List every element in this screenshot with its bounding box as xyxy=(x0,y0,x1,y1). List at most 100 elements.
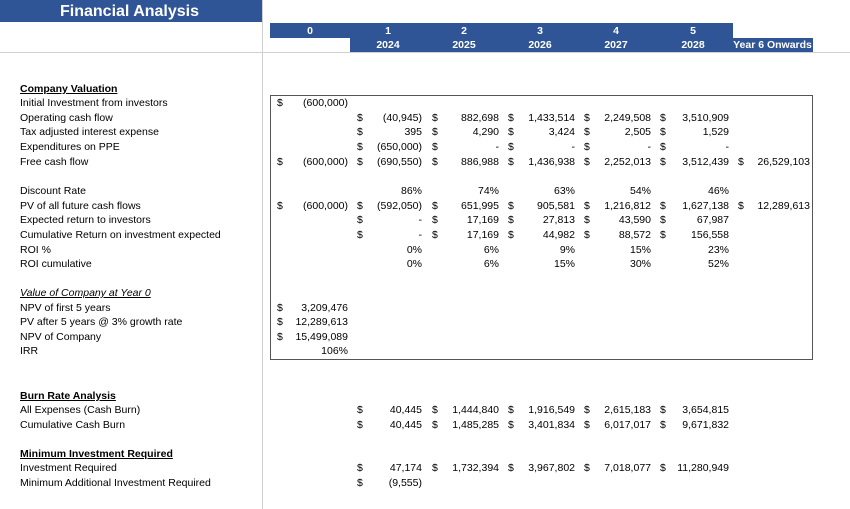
cell-value: 2,615,183 xyxy=(604,404,651,416)
cell-value: 1,216,812 xyxy=(604,200,651,212)
currency: $ xyxy=(660,214,666,226)
currency: $ xyxy=(357,126,363,138)
row-label: Cumulative Cash Burn xyxy=(20,419,126,431)
cell-value: (600,000) xyxy=(303,97,348,109)
period-label: 4 xyxy=(613,25,619,37)
year-band xyxy=(350,38,813,52)
currency: $ xyxy=(508,462,514,474)
currency: $ xyxy=(508,126,514,138)
cell-value: 15% xyxy=(629,244,651,256)
currency: $ xyxy=(357,141,363,153)
currency: $ xyxy=(660,229,666,241)
cell-value: 1,436,938 xyxy=(528,156,575,168)
currency: $ xyxy=(357,404,363,416)
cell-value: 0% xyxy=(406,244,422,256)
currency: $ xyxy=(584,156,590,168)
cell-value: - xyxy=(418,229,423,241)
cell-value: 1,529 xyxy=(702,126,729,138)
row-label: PV after 5 years @ 3% growth rate xyxy=(20,316,183,328)
section-heading: Value of Company at Year 0 xyxy=(20,287,151,299)
currency: $ xyxy=(432,112,438,124)
cell-value: 17,169 xyxy=(466,214,499,226)
year-label: Year 6 Onwards xyxy=(733,39,812,51)
currency: $ xyxy=(432,214,438,226)
period-label: 2 xyxy=(461,25,467,37)
title-bar xyxy=(0,0,262,22)
cell-value: 1,732,394 xyxy=(452,462,499,474)
row-label: PV of all future cash flows xyxy=(20,200,141,212)
row-label: Initial Investment from investors xyxy=(20,97,168,109)
row-label: IRR xyxy=(20,345,39,357)
cell-value: (690,550) xyxy=(377,156,422,168)
period-band xyxy=(270,23,733,38)
cell-value: 3,209,476 xyxy=(301,302,348,314)
cell-value: 651,995 xyxy=(461,200,499,212)
title: Financial Analysis xyxy=(60,3,200,20)
currency: $ xyxy=(432,200,438,212)
currency: $ xyxy=(584,462,590,474)
currency: $ xyxy=(357,214,363,226)
currency: $ xyxy=(508,419,514,431)
cell-value: 47,174 xyxy=(389,462,422,474)
currency: $ xyxy=(277,156,283,168)
cell-value: 74% xyxy=(477,185,499,197)
currency: $ xyxy=(277,302,283,314)
column-rule xyxy=(262,0,263,509)
cell-value: 1,444,840 xyxy=(452,404,499,416)
cell-value: 2,505 xyxy=(624,126,651,138)
currency: $ xyxy=(432,229,438,241)
currency: $ xyxy=(508,156,514,168)
cell-value: 6% xyxy=(483,244,499,256)
cell-value: - xyxy=(725,141,730,153)
currency: $ xyxy=(508,141,514,153)
currency: $ xyxy=(357,156,363,168)
section-heading: Minimum Investment Required xyxy=(20,448,173,460)
cell-value: 882,698 xyxy=(461,112,499,124)
cell-value: - xyxy=(418,214,423,226)
currency: $ xyxy=(584,419,590,431)
currency: $ xyxy=(357,462,363,474)
currency: $ xyxy=(432,156,438,168)
cell-value: 43,590 xyxy=(618,214,651,226)
currency: $ xyxy=(432,141,438,153)
cell-value: 15,499,089 xyxy=(295,331,348,343)
cell-value: 30% xyxy=(629,258,651,270)
year-label: 2026 xyxy=(528,39,552,51)
row-label: Tax adjusted interest expense xyxy=(20,126,159,138)
currency: $ xyxy=(508,229,514,241)
cell-value: 40,445 xyxy=(389,404,422,416)
row-label: All Expenses (Cash Burn) xyxy=(20,404,141,416)
currency: $ xyxy=(660,419,666,431)
currency: $ xyxy=(584,229,590,241)
cell-value: 1,916,549 xyxy=(528,404,575,416)
currency: $ xyxy=(508,214,514,226)
period-label: 5 xyxy=(690,25,696,37)
cell-value: 886,988 xyxy=(461,156,499,168)
cell-value: 9,671,832 xyxy=(682,419,729,431)
cell-value: 2,249,508 xyxy=(604,112,651,124)
cell-value: 40,445 xyxy=(389,419,422,431)
currency: $ xyxy=(432,404,438,416)
cell-value: - xyxy=(571,141,576,153)
currency: $ xyxy=(660,462,666,474)
cell-value: 27,813 xyxy=(542,214,575,226)
cell-value: 9% xyxy=(559,244,575,256)
cell-value: 3,654,815 xyxy=(682,404,729,416)
cell-value: 156,558 xyxy=(691,229,729,241)
currency: $ xyxy=(660,404,666,416)
section-heading: Company Valuation xyxy=(20,83,118,95)
currency: $ xyxy=(584,214,590,226)
row-label: Cumulative Return on investment expected xyxy=(20,229,221,241)
cell-value: 46% xyxy=(707,185,729,197)
currency: $ xyxy=(432,462,438,474)
currency: $ xyxy=(357,112,363,124)
cell-value: 1,627,138 xyxy=(682,200,729,212)
currency: $ xyxy=(584,126,590,138)
currency: $ xyxy=(277,97,283,109)
period-label: 0 xyxy=(307,25,313,37)
currency: $ xyxy=(357,229,363,241)
row-label: NPV of Company xyxy=(20,331,102,343)
cell-value: 23% xyxy=(707,244,729,256)
cell-value: 11,280,949 xyxy=(677,462,729,474)
